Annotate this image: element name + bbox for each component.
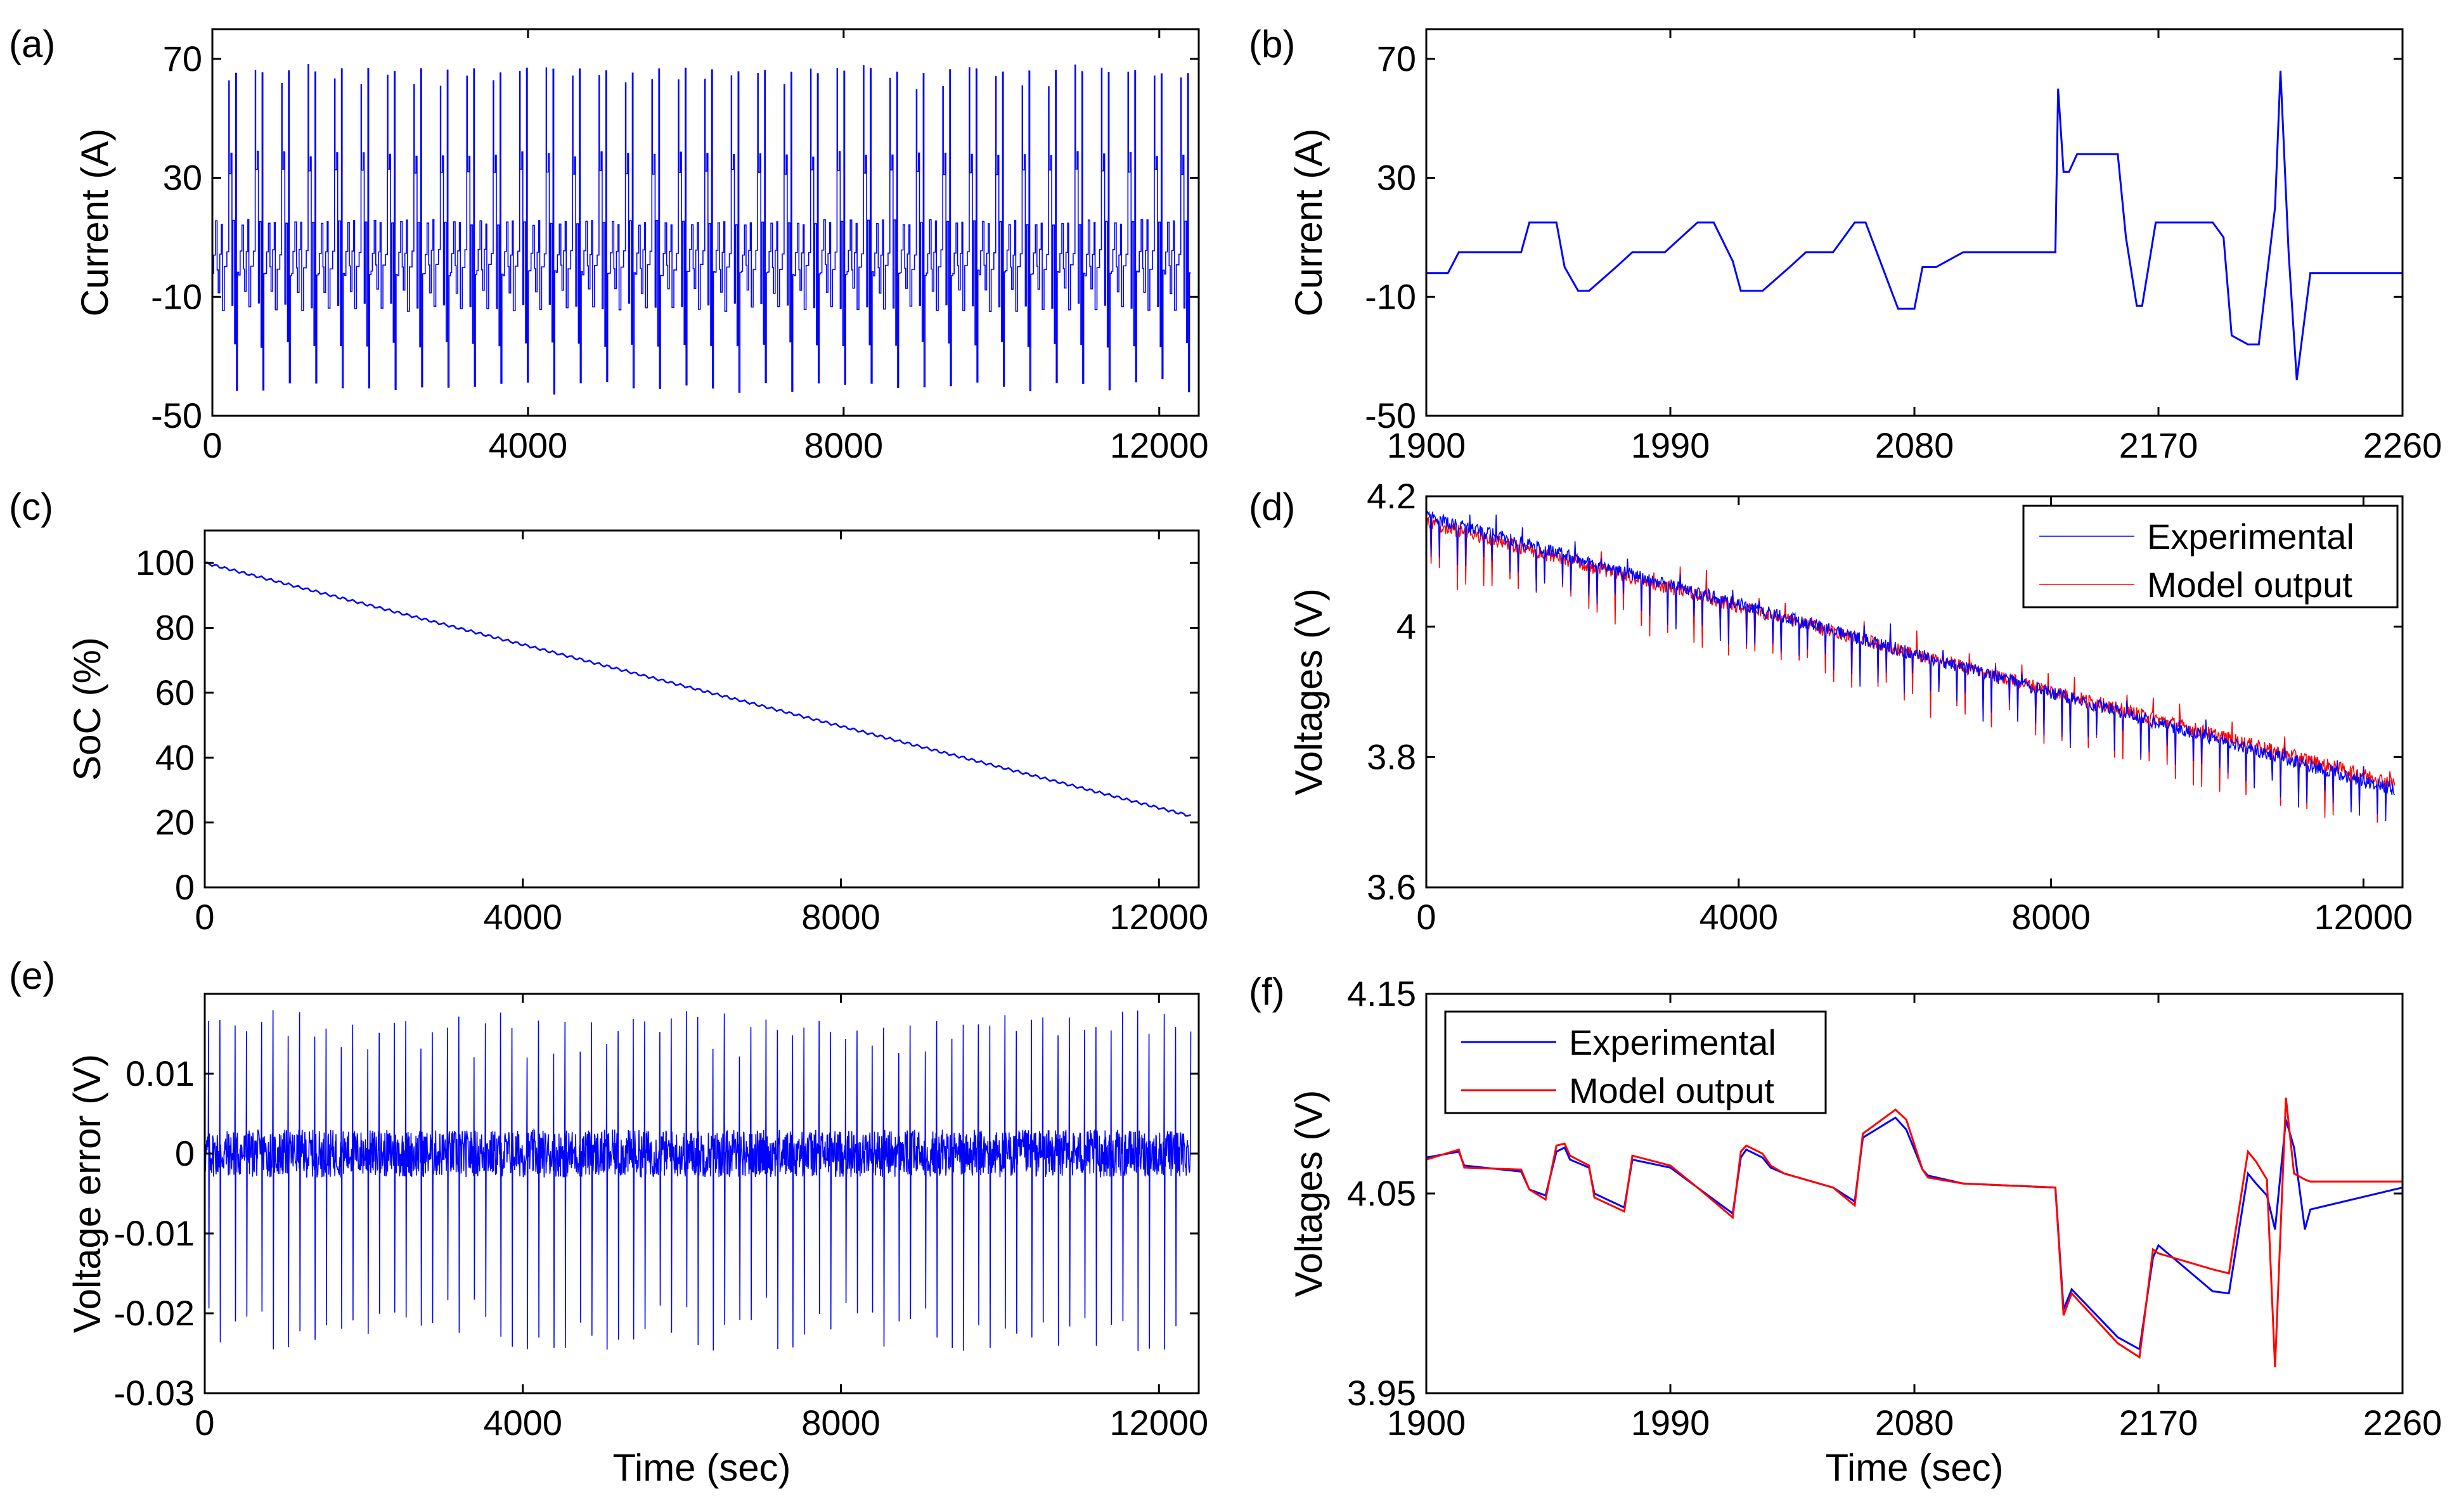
- x-tick-label: 0: [1416, 897, 1436, 937]
- panel-f: 1900 1990 2080 2170 2260 3.95 4.05 4.15 Voltages…: [1249, 970, 2442, 1489]
- y-tick-label: 3.6: [1367, 867, 1416, 907]
- panel-c: 0 4000 8000 12000 0 20 40 60 80 100 SoC (%) (c): [9, 486, 1208, 937]
- x-tick-label: 2080: [1875, 425, 1954, 465]
- legend-model-output-label: Model output: [1569, 1071, 1774, 1110]
- axes-frame: [1425, 28, 2404, 417]
- y-tick-label: 100: [136, 543, 195, 582]
- y-tick-label: -0.01: [113, 1213, 195, 1253]
- x-tick-label: 8000: [2011, 897, 2091, 937]
- x-tick-label: 4000: [489, 425, 568, 465]
- y-tick-label: 4: [1396, 607, 1416, 647]
- y-tick-label: 4.15: [1347, 974, 1416, 1014]
- y-axis-label: Current (A): [74, 129, 116, 317]
- y-tick-label: 0: [175, 867, 195, 907]
- panel-label: (a): [9, 23, 55, 65]
- y-tick-label: 20: [155, 802, 195, 842]
- y-axis-label: Voltage error (V): [66, 1054, 108, 1333]
- legend: Experimental Model output: [1444, 1010, 1827, 1114]
- axes-frame: [1425, 495, 2404, 889]
- x-tick-label: 1990: [1631, 425, 1710, 465]
- legend-model-output-label: Model output: [2147, 565, 2352, 605]
- y-axis-label: Voltages (V): [1287, 588, 1330, 795]
- panel-e: 0 4000 8000 12000 -0.03 -0.02 -0.01 0 0.01 Voltag…: [9, 955, 1208, 1489]
- x-tick-label: 0: [195, 897, 214, 937]
- y-tick-label: 3.8: [1367, 737, 1416, 776]
- x-tick-label: 1900: [1387, 425, 1466, 465]
- y-tick-label: -10: [1365, 276, 1416, 316]
- series-current: [212, 64, 1191, 395]
- series-voltage-error: [205, 1010, 1192, 1351]
- x-tick-label: 8000: [804, 425, 884, 465]
- y-tick-label: -50: [1365, 396, 1416, 435]
- x-tick-label: 0: [195, 1403, 214, 1443]
- series-model-output: [1426, 1097, 2403, 1368]
- axes-frame: [203, 993, 1200, 1394]
- x-tick-label: 1990: [1631, 1403, 1710, 1443]
- y-axis-label: SoC (%): [66, 637, 108, 781]
- y-tick-label: 4.05: [1347, 1173, 1416, 1213]
- y-tick-label: -0.03: [113, 1373, 195, 1413]
- y-tick-label: 60: [155, 673, 195, 712]
- y-tick-label: -50: [151, 396, 202, 435]
- x-tick-label: 4000: [483, 897, 562, 937]
- panel-d: 0 4000 8000 12000 3.6 3.8 4 4.2 Voltages (V) (d) E…: [1249, 476, 2413, 937]
- y-tick-label: 0.01: [126, 1053, 195, 1093]
- x-tick-label: 4000: [483, 1403, 562, 1443]
- legend: Experimental Model output: [2022, 505, 2399, 608]
- series-experimental: [1426, 1116, 2403, 1351]
- y-tick-label: -0.02: [113, 1293, 195, 1333]
- panel-label: (d): [1249, 486, 1295, 528]
- y-tick-label: 4.2: [1367, 476, 1416, 516]
- legend-experimental-label: Experimental: [1569, 1022, 1776, 1062]
- y-tick-label: 70: [1377, 39, 1416, 79]
- y-axis-label: Voltages (V): [1287, 1090, 1330, 1297]
- series-soc: [205, 561, 1191, 817]
- axes-frame: [203, 529, 1200, 889]
- x-axis-label: Time (sec): [612, 1446, 790, 1489]
- panel-b: 1900 1990 2080 2170 2260 -50 -10 30 70 Current (A…: [1249, 23, 2442, 465]
- series-current: [1426, 70, 2403, 380]
- panel-label: (f): [1249, 970, 1285, 1013]
- panel-label: (e): [9, 955, 55, 997]
- y-tick-label: 3.95: [1347, 1373, 1416, 1413]
- x-tick-label: 12000: [2314, 897, 2413, 937]
- panel-a: 0 4000 8000 12000 -50 -10 30 70 Current (A) (a): [9, 23, 1209, 465]
- x-tick-label: 2170: [2119, 425, 2198, 465]
- x-tick-label: 8000: [801, 897, 880, 937]
- x-tick-label: 0: [202, 425, 222, 465]
- x-tick-label: 8000: [801, 1403, 880, 1443]
- y-tick-label: 0: [175, 1133, 195, 1173]
- series-experimental: [1426, 510, 2395, 821]
- legend-box: [1444, 1010, 1827, 1114]
- y-tick-label: 80: [155, 608, 195, 648]
- legend-experimental-label: Experimental: [2147, 517, 2354, 557]
- panel-label: (c): [9, 486, 53, 528]
- axes-frame: [211, 28, 1200, 417]
- x-tick-label: 1900: [1387, 1403, 1466, 1443]
- x-tick-label: 2080: [1875, 1403, 1954, 1443]
- x-tick-label: 12000: [1109, 1403, 1208, 1443]
- x-tick-label: 2260: [2363, 425, 2442, 465]
- y-tick-label: 40: [155, 737, 195, 777]
- x-tick-label: 4000: [1700, 897, 1779, 937]
- y-tick-label: 30: [163, 158, 202, 198]
- y-tick-label: 70: [163, 39, 202, 79]
- x-tick-label: 12000: [1109, 897, 1208, 937]
- y-axis-label: Current (A): [1287, 129, 1330, 317]
- y-tick-label: 30: [1377, 158, 1416, 198]
- y-tick-label: -10: [151, 276, 202, 316]
- x-axis-label: Time (sec): [1825, 1446, 2003, 1489]
- panel-label: (b): [1249, 23, 1295, 65]
- x-tick-label: 2260: [2363, 1403, 2442, 1443]
- legend-box: [2022, 505, 2399, 608]
- x-tick-label: 12000: [1110, 425, 1209, 465]
- x-tick-label: 2170: [2119, 1403, 2198, 1443]
